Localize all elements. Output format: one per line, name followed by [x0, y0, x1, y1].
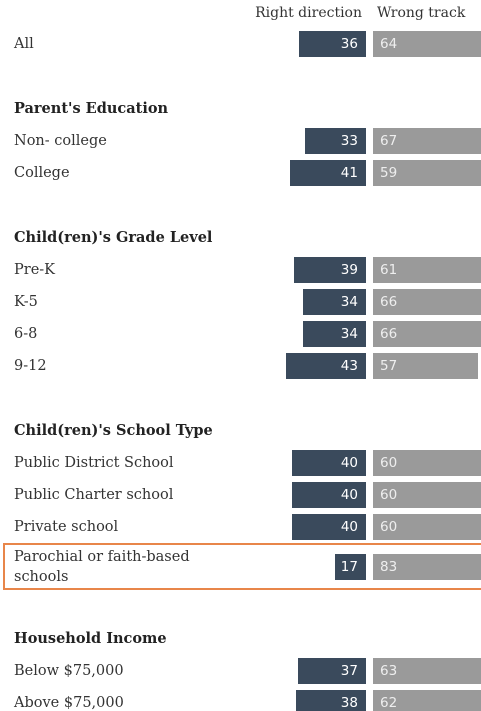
legend-entry: Right direction [255, 5, 362, 21]
row: College 41 59 [0, 157, 481, 189]
value-label: 39 [340, 262, 358, 278]
category-label: Above $75,000 [14, 695, 124, 711]
category-label: Below $75,000 [14, 663, 124, 679]
category-label: Public Charter school [14, 487, 174, 503]
value-label: 38 [340, 695, 358, 711]
group-heading: Parent's Education [14, 100, 169, 117]
value-label: 57 [380, 358, 398, 374]
legend-entry: Wrong track [377, 5, 466, 21]
category-label: All [14, 36, 34, 52]
row: Pre-K 39 61 [0, 254, 481, 286]
bar: 38 [295, 690, 366, 711]
row: Parochial or faith-based schools 17 83 [0, 543, 481, 590]
bar: 17 [334, 553, 366, 580]
bar: 36 [299, 31, 366, 57]
bar: 83 [373, 553, 481, 580]
value-label: 60 [380, 487, 398, 503]
value-label: 17 [340, 558, 358, 575]
value-label: 41 [340, 165, 358, 181]
row: Below $75,000 37 63 [0, 655, 481, 687]
bar: 60 [373, 514, 481, 540]
bar: 64 [373, 31, 481, 57]
row: 9-12 43 57 [0, 350, 481, 382]
value-label: 61 [380, 262, 398, 278]
bar: 63 [373, 658, 481, 684]
bar: 41 [290, 160, 366, 186]
value-label: 60 [380, 455, 398, 471]
category-label: Parochial or faith-based schools [14, 548, 190, 585]
value-label: 66 [380, 326, 398, 342]
row: Non- college 33 67 [0, 125, 481, 157]
bar: 34 [303, 289, 366, 315]
value-label: 34 [340, 326, 358, 342]
category-label: K-5 [14, 294, 38, 310]
bar: 59 [373, 160, 481, 186]
row: Public Charter school 40 60 [0, 479, 481, 511]
category-label: 9-12 [14, 358, 47, 374]
group-heading: Child(ren)'s School Type [14, 422, 213, 439]
category-label: Public District School [14, 455, 174, 471]
bar: 62 [373, 690, 481, 711]
group-heading: Child(ren)'s Grade Level [14, 229, 213, 246]
legend: Right direction Wrong track [0, 0, 481, 28]
category-label: Non- college [14, 133, 107, 149]
row: K-5 34 66 [0, 286, 481, 318]
row: Above $75,000 38 62 [0, 687, 481, 711]
value-label: 33 [340, 133, 358, 149]
row: All 36 64 [0, 28, 481, 60]
bar: 40 [292, 450, 366, 476]
category-label: 6-8 [14, 326, 38, 342]
value-label: 67 [380, 133, 398, 149]
category-label: Private school [14, 519, 119, 535]
bar: 40 [292, 482, 366, 508]
bar: 66 [373, 321, 481, 347]
value-label: 43 [340, 358, 358, 374]
row: Private school 40 60 [0, 511, 481, 543]
value-label: 40 [340, 455, 358, 471]
value-label: 40 [340, 519, 358, 535]
bar: 39 [293, 257, 366, 283]
bar: 57 [373, 353, 479, 379]
row: Public District School 40 60 [0, 447, 481, 479]
bar: 37 [297, 658, 366, 684]
bar: 67 [373, 128, 481, 154]
value-label: 34 [340, 294, 358, 310]
value-label: 40 [340, 487, 358, 503]
group-heading: Household Income [14, 630, 167, 647]
bar: 60 [373, 450, 481, 476]
value-label: 66 [380, 294, 398, 310]
row: 6-8 34 66 [0, 318, 481, 350]
value-label: 64 [380, 36, 398, 52]
bar: 33 [304, 128, 366, 154]
value-label: 62 [380, 695, 398, 711]
bar: 61 [373, 257, 481, 283]
category-label: College [14, 165, 70, 181]
value-label: 37 [340, 663, 358, 679]
bar: 40 [292, 514, 366, 540]
value-label: 36 [340, 36, 358, 52]
value-label: 83 [380, 558, 398, 575]
value-label: 59 [380, 165, 398, 181]
value-label: 63 [380, 663, 398, 679]
bar: 43 [286, 353, 366, 379]
bar: 66 [373, 289, 481, 315]
bar: 34 [303, 321, 366, 347]
category-label: Pre-K [14, 262, 56, 278]
value-label: 60 [380, 519, 398, 535]
bar: 60 [373, 482, 481, 508]
